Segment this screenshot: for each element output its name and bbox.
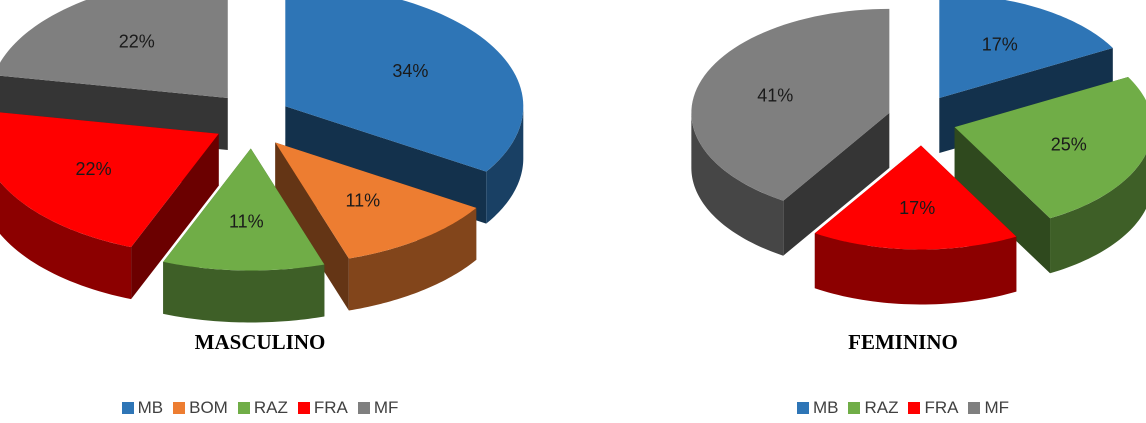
legend-swatch-mb	[121, 402, 134, 414]
legend-feminino: MB RAZ FRA MF	[660, 398, 1146, 418]
pie-plot-feminino: 17% 25% 17% 41%	[691, 0, 1146, 305]
legend-label: MB	[137, 398, 164, 417]
pie-slice-bom	[275, 142, 477, 311]
data-label-bom: 11%	[345, 190, 380, 210]
data-label-mb: 34%	[392, 61, 428, 81]
legend-swatch-mb	[796, 402, 809, 414]
legend-label: FRA	[313, 398, 348, 417]
data-label-mf: 22%	[119, 32, 155, 52]
legend-item-raz: RAZ	[237, 398, 288, 418]
data-label-raz: 25%	[1051, 135, 1087, 155]
chart-masculino: 34% 11% 11% 22% 22% MASCULINO MB BOM RAZ FRA MF	[0, 0, 524, 423]
chart-feminino: 17% 25% 17% 41% FEMININO MB RAZ FRA MF	[660, 0, 1146, 423]
legend-swatch-mf	[968, 402, 981, 414]
pie-slice-mf	[691, 8, 890, 256]
legend-swatch-fra	[297, 402, 310, 414]
data-label-fra: 17%	[899, 198, 935, 218]
legend-item-mb: MB	[121, 398, 164, 418]
legend-swatch-bom	[173, 402, 186, 414]
legend-swatch-mf	[357, 402, 370, 414]
legend-item-raz: RAZ	[848, 398, 898, 418]
pie-slice-raz	[163, 148, 325, 323]
legend-label: MF	[373, 398, 399, 417]
chart-title-feminino: FEMININO	[848, 330, 958, 354]
pie-slice-mb	[285, 0, 524, 224]
legend-item-mf: MF	[357, 398, 399, 418]
legend-label: MF	[984, 398, 1010, 417]
legend-masculino: MB BOM RAZ FRA MF	[0, 398, 520, 418]
legend-label: MB	[812, 398, 839, 417]
pie-slice-fra	[814, 145, 1017, 305]
legend-item-mb: MB	[796, 398, 839, 418]
chart-title-masculino: MASCULINO	[194, 330, 326, 354]
data-label-fra: 22%	[76, 159, 112, 179]
data-label-mb: 17%	[982, 34, 1018, 54]
legend-item-fra: FRA	[297, 398, 348, 418]
legend-label: BOM	[189, 398, 228, 417]
legend-swatch-raz	[848, 402, 861, 414]
legend-item-fra: FRA	[908, 398, 958, 418]
legend-label: FRA	[924, 398, 959, 417]
legend-item-mf: MF	[968, 398, 1009, 418]
data-label-raz: 11%	[229, 212, 264, 232]
legend-swatch-fra	[908, 402, 921, 414]
legend-swatch-raz	[237, 402, 250, 414]
legend-label: RAZ	[253, 398, 288, 417]
legend-item-bom: BOM	[173, 398, 228, 418]
pie-slice-raz	[954, 77, 1146, 274]
pie-plot-masculino: 34% 11% 11% 22% 22%	[0, 0, 524, 323]
data-label-mf: 41%	[757, 85, 793, 105]
legend-label: RAZ	[864, 398, 899, 417]
pie-slice-fra	[0, 112, 219, 300]
